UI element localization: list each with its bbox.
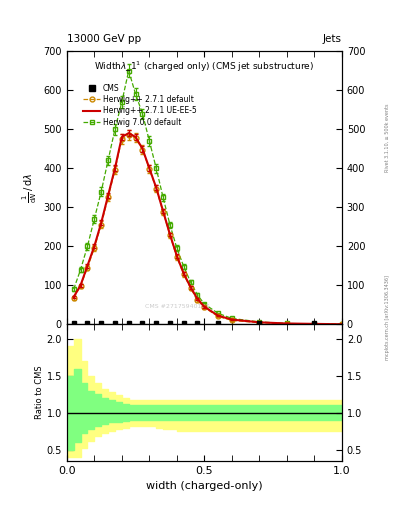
Text: mcplots.cern.ch [arXiv:1306.3436]: mcplots.cern.ch [arXiv:1306.3436] xyxy=(385,275,390,360)
X-axis label: width (charged-only): width (charged-only) xyxy=(146,481,263,491)
Text: CMS #27175940187: CMS #27175940187 xyxy=(145,304,209,309)
Y-axis label: Ratio to CMS: Ratio to CMS xyxy=(35,366,44,419)
Text: Rivet 3.1.10, ≥ 500k events: Rivet 3.1.10, ≥ 500k events xyxy=(385,104,390,173)
Text: Width$\lambda$_1$^1$ (charged only) (CMS jet substructure): Width$\lambda$_1$^1$ (charged only) (CMS… xyxy=(94,59,314,74)
Text: 13000 GeV pp: 13000 GeV pp xyxy=(67,33,141,44)
Y-axis label: $\frac{1}{\mathrm{d}N}\,/\,\mathrm{d}\lambda$: $\frac{1}{\mathrm{d}N}\,/\,\mathrm{d}\la… xyxy=(21,173,39,203)
Legend: CMS, Herwig++ 2.7.1 default, Herwig++ 2.7.1 UE-EE-5, Herwig 7.0.0 default: CMS, Herwig++ 2.7.1 default, Herwig++ 2.… xyxy=(82,82,198,129)
Text: Jets: Jets xyxy=(323,33,342,44)
